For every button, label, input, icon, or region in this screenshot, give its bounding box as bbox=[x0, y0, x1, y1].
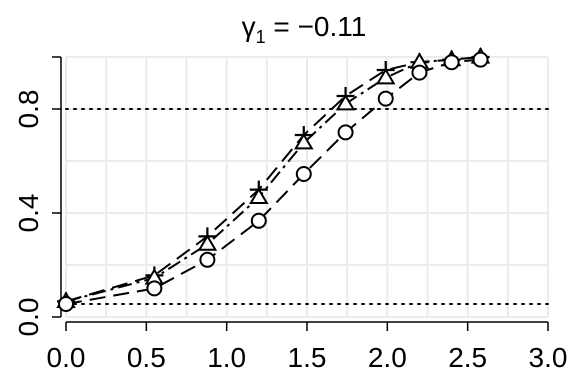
series-line bbox=[65, 58, 481, 305]
point-marker bbox=[146, 280, 163, 297]
x-tick-label: 0.0 bbox=[47, 342, 86, 373]
point-marker bbox=[294, 132, 314, 150]
point-marker bbox=[335, 93, 356, 111]
point-marker bbox=[375, 67, 396, 85]
point-marker bbox=[249, 187, 269, 204]
grid bbox=[65, 56, 549, 318]
series-line bbox=[65, 56, 481, 303]
point-marker bbox=[411, 64, 428, 81]
x-tick-label: 0.5 bbox=[127, 342, 166, 373]
x-tick-label: 3.0 bbox=[529, 342, 568, 373]
x-tick-label: 1.0 bbox=[207, 342, 246, 373]
title-value: = −0.11 bbox=[266, 11, 367, 42]
point-marker bbox=[58, 296, 74, 312]
point-marker bbox=[443, 54, 460, 71]
point-marker bbox=[472, 51, 489, 68]
point-marker bbox=[250, 212, 267, 229]
point-marker bbox=[377, 90, 394, 107]
y-tick-label: 0.8 bbox=[13, 90, 44, 129]
chart-title: γ1 = −0.11 bbox=[242, 11, 367, 47]
series-circle bbox=[58, 51, 489, 312]
reference-lines bbox=[65, 108, 549, 305]
series-triangle bbox=[56, 47, 491, 308]
x-tick-label: 2.0 bbox=[368, 342, 407, 373]
point-marker bbox=[337, 124, 354, 141]
title-subscript: 1 bbox=[256, 27, 266, 47]
series-layer bbox=[56, 47, 491, 312]
point-marker bbox=[197, 234, 218, 251]
title-gamma: γ bbox=[242, 11, 256, 42]
x-tick-label: 1.5 bbox=[288, 342, 327, 373]
series-line bbox=[65, 56, 481, 303]
y-tick-label: 0.4 bbox=[13, 194, 44, 233]
point-marker bbox=[295, 166, 312, 182]
y-tick-label: 0.0 bbox=[13, 298, 44, 337]
point-marker bbox=[199, 251, 216, 268]
x-tick-label: 2.5 bbox=[448, 342, 487, 373]
axes: 0.0 0.5 1.0 1.5 2.0 2.5 3.0 0.0 0.4 0.8 bbox=[13, 56, 568, 373]
